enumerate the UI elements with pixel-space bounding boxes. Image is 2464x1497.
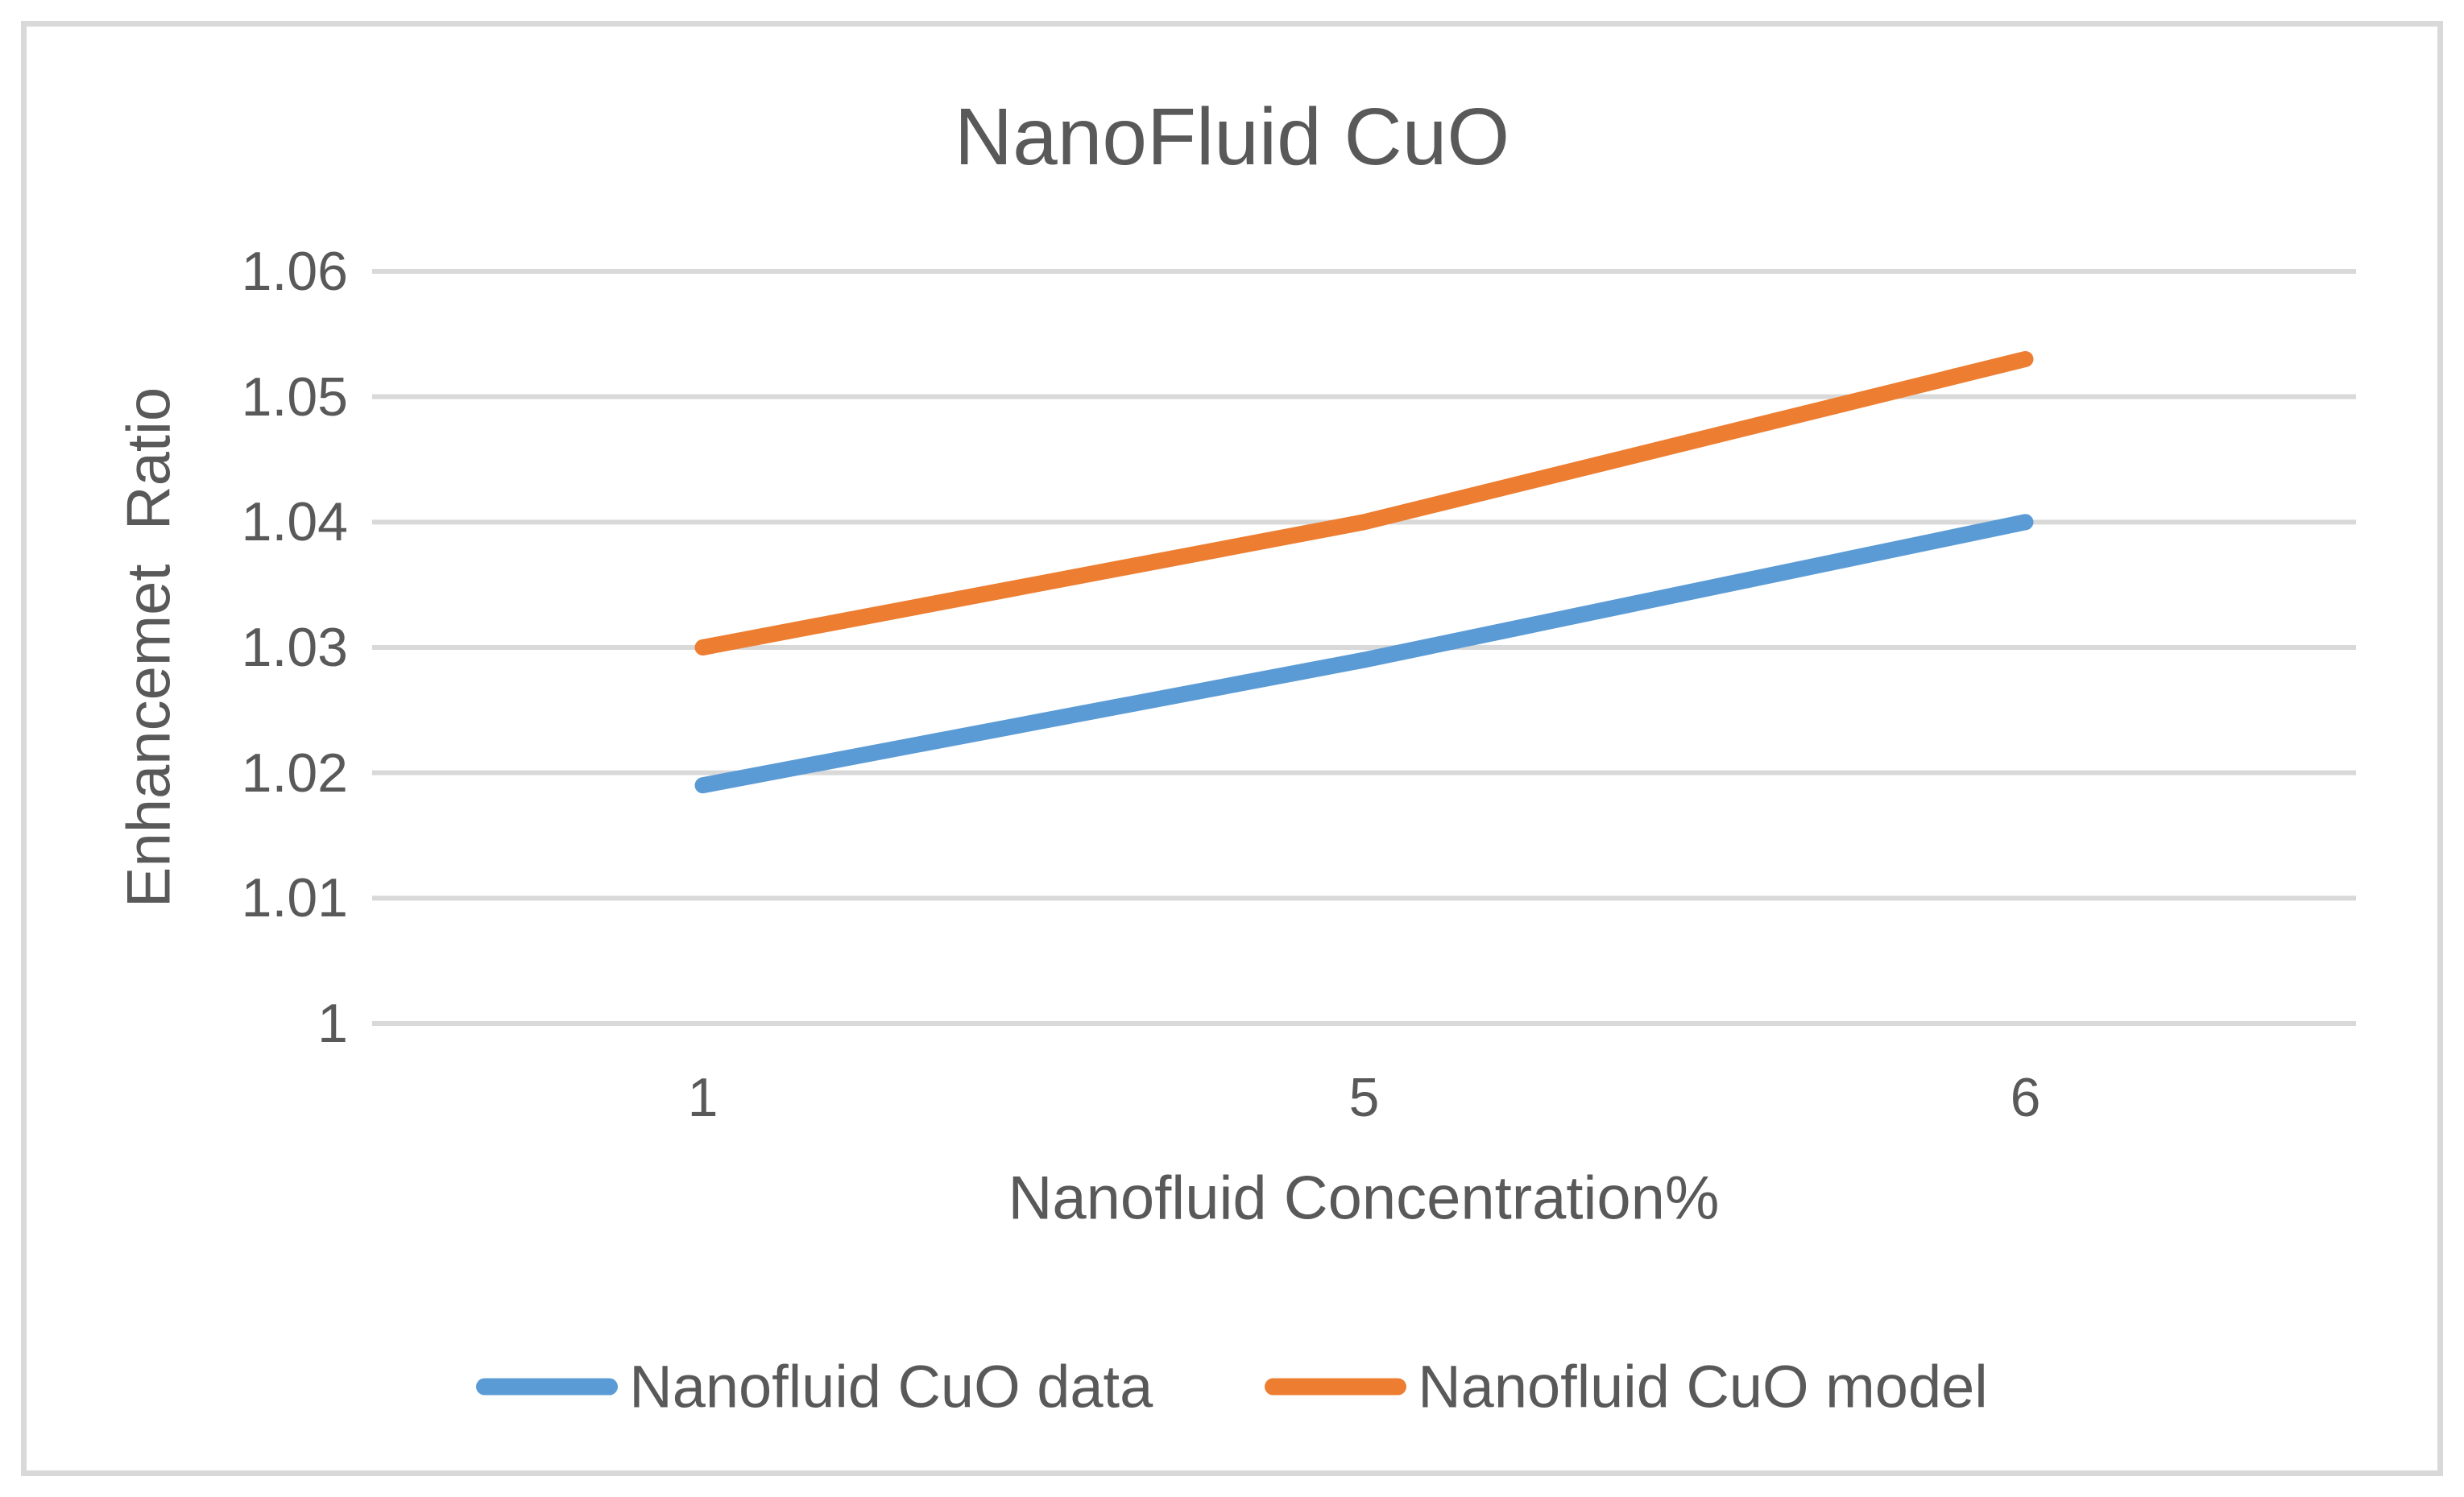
legend-item: Nanofluid CuO model bbox=[1265, 1353, 1988, 1421]
y-tick-label: 1.05 bbox=[241, 366, 348, 428]
legend-item: Nanofluid CuO data bbox=[476, 1353, 1153, 1421]
series-line-nanofluid-cuo-model bbox=[694, 350, 2034, 655]
y-tick-label: 1.01 bbox=[241, 867, 348, 929]
y-tick-label: 1.02 bbox=[241, 742, 348, 804]
x-tick-label: 1 bbox=[687, 1067, 718, 1128]
legend-label: Nanofluid CuO data bbox=[629, 1353, 1153, 1420]
legend: Nanofluid CuO data Nanofluid CuO model bbox=[0, 1353, 2464, 1421]
x-tick-label: 5 bbox=[1348, 1067, 1380, 1128]
y-tick-label: 1.04 bbox=[241, 491, 348, 553]
series-line-nanofluid-cuo-data bbox=[694, 514, 2034, 794]
y-tick-label: 1 bbox=[317, 993, 348, 1054]
x-tick-label: 6 bbox=[2010, 1067, 2041, 1128]
chart-title: NanoFluid CuO bbox=[954, 92, 1510, 182]
y-tick-label: 1.03 bbox=[241, 617, 348, 678]
x-axis-title: Nanofluid Concentration% bbox=[1008, 1164, 1720, 1233]
legend-label: Nanofluid CuO model bbox=[1418, 1353, 1988, 1420]
legend-swatch-icon bbox=[476, 1378, 619, 1396]
legend-swatch-icon bbox=[1265, 1378, 1407, 1396]
y-tick-label: 1.06 bbox=[241, 241, 348, 302]
